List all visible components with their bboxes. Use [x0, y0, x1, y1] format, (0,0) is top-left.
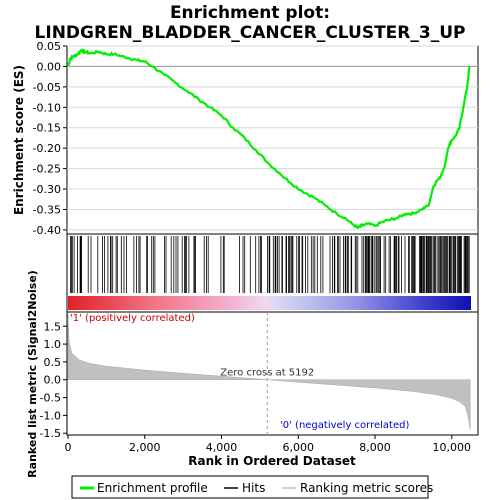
x-tick-label: 8,000	[359, 441, 391, 454]
metric-tick-label: -0.5	[40, 392, 61, 405]
metric-tick-labels: 1.5 1.0 0.5 0.0 -0.5 -1.0 -1.5	[40, 320, 67, 440]
es-tick-label: -0.20	[33, 142, 61, 155]
es-gridlines	[67, 45, 478, 231]
legend-box	[71, 475, 429, 499]
es-panel-frame	[66, 45, 479, 235]
es-tick-label: 0.00	[37, 60, 62, 73]
positive-correlation-label: '1' (positively correlated)	[70, 313, 195, 324]
metric-y-axis-label: Ranked list metric (Signal2Noise)	[26, 270, 39, 478]
legend-label-metric: Ranking metric scores	[300, 481, 433, 495]
es-tick-label: -0.15	[33, 122, 61, 135]
hit-marks	[70, 236, 470, 293]
metric-tick-label: 1.0	[44, 338, 62, 351]
rank-color-bar	[68, 296, 471, 310]
chart-title-line2: LINDGREN_BLADDER_CANCER_CLUSTER_3_UP	[35, 23, 466, 43]
es-tick-label: 0.05	[37, 40, 62, 53]
x-tick-label: 10,000	[433, 441, 472, 454]
es-y-axis-label: Enrichment score (ES)	[12, 65, 26, 215]
es-tick-label: -0.05	[33, 81, 61, 94]
metric-tick-label: -1.0	[40, 409, 61, 422]
ranking-metric-area	[67, 313, 471, 430]
x-tick-label: 4,000	[206, 441, 238, 454]
es-tick-label: -0.35	[33, 203, 61, 216]
x-tick-labels: 0 2,000 4,000 6,000 8,000 10,000	[65, 435, 472, 454]
x-tick-label: 2,000	[129, 441, 161, 454]
legend-label-enrichment: Enrichment profile	[97, 481, 208, 495]
x-tick-label: 6,000	[283, 441, 315, 454]
legend-label-hits: Hits	[242, 481, 265, 495]
x-axis-label: Rank in Ordered Dataset	[188, 454, 356, 468]
enrichment-profile-line	[66, 48, 471, 230]
legend: Enrichment profile Hits Ranking metric s…	[71, 475, 433, 499]
es-tick-label: -0.30	[33, 183, 61, 196]
es-tick-labels: 0.05 0.00 -0.05 -0.10 -0.15 -0.20 -0.25 -0.30 -0…	[33, 40, 67, 237]
es-tick-label: -0.10	[33, 101, 61, 114]
negative-correlation-label: '0' (negatively correlated)	[280, 420, 409, 431]
chart-title-line1: Enrichment plot:	[170, 3, 330, 23]
es-tick-label: -0.25	[33, 163, 61, 176]
es-tick-label: -0.40	[33, 224, 61, 237]
metric-tick-label: 0.5	[44, 356, 62, 369]
metric-tick-label: 0.0	[44, 374, 62, 387]
metric-tick-label: 1.5	[44, 320, 62, 333]
zero-cross-label: Zero cross at 5192	[220, 368, 314, 379]
x-tick-label: 0	[65, 441, 72, 454]
metric-tick-label: -1.5	[40, 427, 61, 440]
